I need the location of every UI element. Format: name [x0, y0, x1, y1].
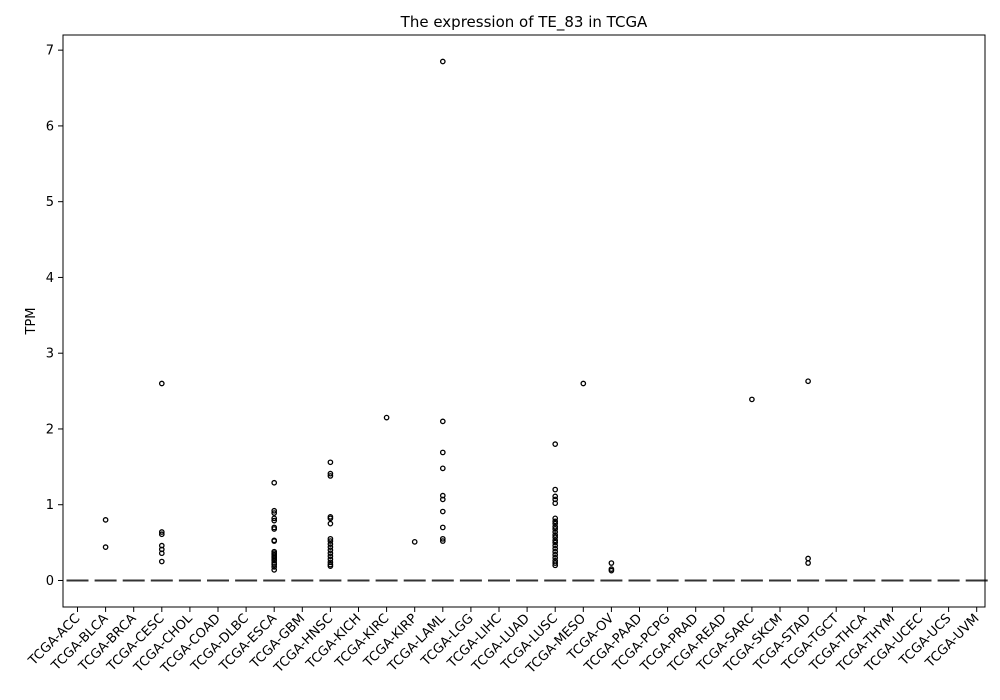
outlier-point	[327, 515, 334, 522]
y-axis-label: TPM	[24, 308, 39, 336]
chart-title: The expression of TE_83 in TCGA	[400, 13, 648, 32]
outlier-point	[552, 486, 559, 493]
outlier-point	[158, 380, 165, 387]
outlier-point	[439, 449, 446, 456]
outlier-point	[439, 535, 446, 542]
outlier-point	[552, 554, 559, 561]
outlier-point	[552, 520, 559, 527]
plot-frame	[62, 34, 986, 608]
outlier-point	[608, 560, 615, 566]
outlier-point	[805, 378, 811, 385]
outlier-point	[327, 520, 334, 527]
y-tick-label: 3	[46, 347, 54, 362]
outlier-point	[158, 529, 165, 535]
y-tick-label: 1	[46, 498, 54, 513]
outlier-point	[327, 470, 334, 477]
outlier-point	[327, 553, 334, 560]
outlier-point	[327, 541, 334, 547]
outlier-point	[158, 558, 165, 565]
outlier-point	[271, 561, 278, 568]
outlier-point	[327, 535, 334, 542]
outlier-point	[552, 493, 559, 500]
outlier-point	[327, 563, 334, 569]
outlier-point	[552, 526, 559, 532]
y-tick-label: 5	[46, 195, 54, 210]
outlier-point	[580, 380, 587, 387]
outlier-point	[439, 465, 446, 472]
outlier-point	[749, 396, 755, 403]
outlier-point	[552, 515, 559, 522]
y-tick-label: 2	[46, 422, 54, 437]
outlier-point	[439, 58, 446, 65]
outlier-point	[383, 414, 390, 421]
outlier-point	[102, 517, 109, 523]
outlier-point	[439, 418, 446, 425]
y-tick-label: 6	[46, 119, 54, 134]
outlier-point	[271, 567, 278, 573]
outlier-point	[271, 510, 278, 516]
outlier-point	[552, 560, 559, 566]
outlier-point	[271, 507, 278, 514]
outlier-point	[271, 538, 278, 544]
outlier-point	[552, 534, 559, 541]
y-tick-label: 4	[46, 271, 54, 286]
y-tick-label: 0	[46, 574, 54, 589]
outlier-point	[439, 496, 446, 503]
outlier-point	[271, 563, 278, 570]
outlier-point	[327, 556, 334, 563]
outlier-point	[608, 567, 615, 574]
outlier-point	[327, 547, 334, 554]
outlier-point	[552, 542, 559, 549]
outlier-point	[411, 538, 418, 545]
outlier-point	[552, 562, 559, 569]
outlier-point	[439, 508, 446, 515]
outlier-point	[327, 544, 334, 550]
outlier-point	[327, 473, 334, 479]
outlier-point	[805, 555, 811, 562]
outlier-point	[102, 544, 109, 550]
outlier-point	[271, 526, 278, 532]
outlier-point	[805, 560, 811, 566]
outlier-point	[271, 479, 278, 486]
outlier-point	[552, 551, 559, 558]
outlier-point	[552, 500, 559, 507]
outlier-point	[552, 529, 559, 535]
outlier-point	[552, 518, 559, 525]
outlier-point	[439, 524, 446, 531]
outlier-point	[552, 532, 559, 538]
outlier-point	[327, 538, 334, 544]
outlier-point	[439, 538, 446, 544]
outlier-point	[552, 548, 559, 555]
outlier-point	[158, 531, 165, 538]
outlier-point	[271, 515, 278, 522]
outlier-point	[552, 441, 559, 447]
plot-area: 01234567TCGA-ACCTCGA-BLCATCGA-BRCATCGA-C…	[25, 44, 988, 677]
outlier-point	[327, 459, 334, 466]
outlier-point	[271, 517, 278, 524]
outlier-point	[552, 539, 559, 546]
outlier-point	[552, 537, 559, 544]
outlier-point	[552, 545, 559, 552]
outlier-point	[158, 550, 165, 557]
outlier-point	[552, 523, 559, 530]
y-tick-label: 7	[46, 44, 54, 59]
outlier-point	[327, 550, 334, 557]
